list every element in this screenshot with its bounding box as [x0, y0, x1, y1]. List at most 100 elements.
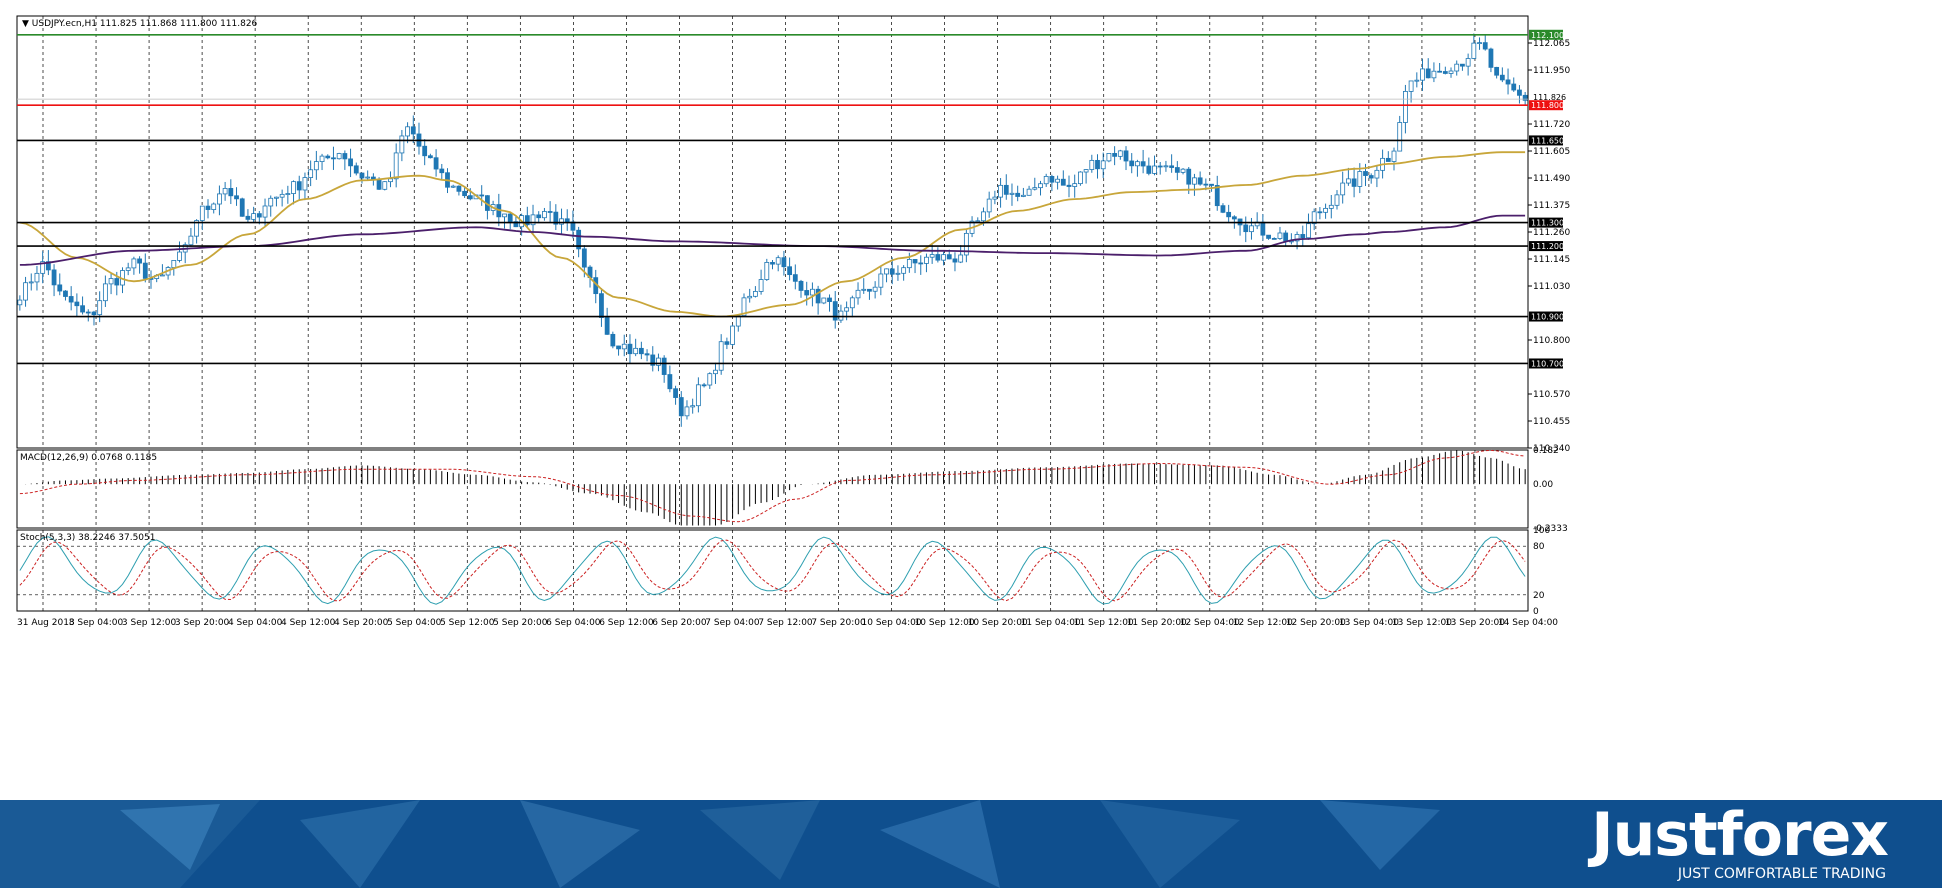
candle-body	[673, 388, 678, 398]
candle-body	[262, 205, 268, 218]
candle-body	[804, 290, 810, 296]
candle-body	[559, 218, 564, 225]
y-tick-label: 110.800	[1533, 336, 1570, 346]
stoch-y-tick-label: 0	[1533, 607, 1539, 617]
candle-body	[530, 214, 536, 226]
candle-body	[1152, 165, 1157, 174]
price-level-label-box	[1529, 29, 1563, 40]
candle-body	[1323, 207, 1328, 213]
candle-body	[661, 357, 667, 375]
candle-body	[764, 262, 770, 280]
candle-body	[941, 254, 946, 261]
main-panel-frame	[16, 15, 1529, 449]
candle-body	[633, 347, 639, 355]
candle-body	[935, 254, 941, 261]
candle-body	[690, 405, 696, 408]
candle-body	[821, 297, 827, 304]
x-tick-label: 5 Sep 04:00	[387, 618, 442, 628]
x-tick-label: 6 Sep 20:00	[652, 618, 707, 628]
candle-body	[1499, 74, 1505, 81]
candle-body	[1003, 184, 1009, 195]
candle-body	[353, 165, 359, 174]
candle-body	[1306, 223, 1311, 239]
candle-body	[986, 198, 992, 213]
candle-body	[872, 286, 878, 292]
stoch-panel-frame	[16, 529, 1529, 612]
candle-body	[758, 279, 764, 292]
candle-body	[1146, 165, 1152, 174]
y-tick-label: 111.145	[1533, 255, 1570, 265]
candle-body	[781, 257, 787, 268]
candle-body	[1391, 150, 1397, 162]
candle-body	[838, 310, 844, 321]
candle-body	[1351, 178, 1357, 187]
price-level-label-box	[1529, 135, 1563, 146]
candle-body	[34, 272, 40, 283]
candle-body	[502, 213, 507, 218]
candle-body	[1100, 160, 1106, 170]
candle-body	[1374, 169, 1380, 179]
candle-body	[695, 384, 701, 407]
candle-body	[1482, 42, 1488, 50]
brand-tagline: JUST COMFORTABLE TRADING	[1677, 866, 1886, 882]
candle-body	[975, 220, 981, 223]
candle-body	[1522, 94, 1528, 101]
candle-body	[131, 258, 137, 269]
candle-body	[462, 190, 467, 197]
price-level-label-box	[1529, 311, 1563, 322]
candle-body	[547, 211, 553, 213]
y-tick-label: 110.455	[1533, 417, 1570, 427]
candle-body	[1083, 169, 1089, 173]
candle-body	[1243, 224, 1249, 233]
candle-body	[239, 198, 245, 217]
y-tick-label: 111.950	[1533, 66, 1570, 76]
price-level-label: 111.650	[1531, 136, 1564, 145]
price-level-label: 110.700	[1531, 359, 1564, 368]
price-level-label-box	[1529, 241, 1563, 252]
candle-body	[1397, 122, 1403, 152]
candle-body	[422, 145, 428, 157]
candle-body	[302, 177, 308, 191]
candle-body	[770, 262, 775, 265]
macd-signal-line	[19, 449, 1526, 523]
price-level-label: 110.900	[1531, 313, 1564, 322]
candle-body	[450, 185, 456, 188]
candle-body	[924, 256, 929, 264]
candle-body	[1420, 68, 1425, 81]
candle-body	[1163, 165, 1169, 168]
candle-body	[1135, 161, 1140, 167]
candle-body	[576, 229, 582, 250]
brand-logo-text: Justforex	[1591, 800, 1889, 870]
candle-body	[1271, 238, 1277, 240]
x-tick-label: 13 Sep 04:00	[1339, 618, 1399, 628]
candle-body	[102, 283, 108, 302]
candle-body	[889, 268, 895, 275]
x-tick-label: 13 Sep 12:00	[1392, 618, 1452, 628]
candle-body	[912, 259, 918, 264]
candle-body	[599, 293, 604, 318]
price-level-label: 111.800	[1531, 101, 1564, 110]
candle-body	[365, 176, 371, 179]
candle-body	[217, 193, 222, 205]
candle-body	[1078, 171, 1083, 185]
macd-y-tick-label: 0.00	[1533, 480, 1553, 490]
candle-body	[981, 211, 986, 222]
price-level-label: 111.200	[1531, 242, 1564, 251]
candle-body	[1192, 177, 1197, 185]
candle-body	[40, 261, 46, 274]
candle-body	[1060, 178, 1066, 186]
candle-body	[1129, 160, 1135, 167]
candle-body	[251, 213, 257, 220]
candle-body	[319, 155, 325, 162]
candle-body	[952, 258, 958, 263]
candle-body	[410, 126, 416, 135]
candle-body	[114, 278, 120, 286]
candle-body	[279, 193, 285, 198]
candle-body	[1505, 79, 1511, 85]
candle-body	[137, 258, 142, 264]
candle-body	[861, 288, 867, 291]
candle-body	[895, 272, 901, 275]
candle-body	[621, 343, 627, 350]
candle-body	[667, 374, 673, 390]
